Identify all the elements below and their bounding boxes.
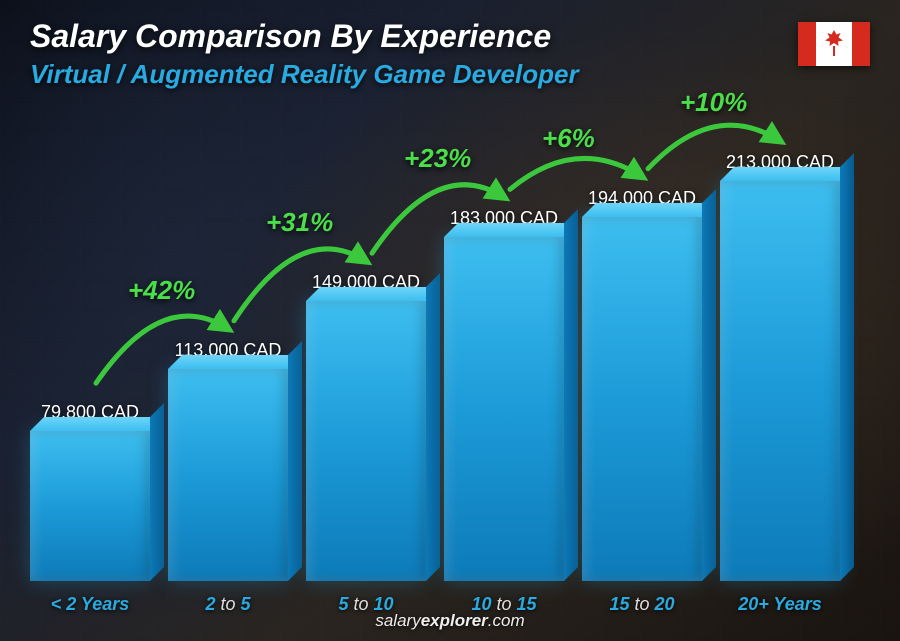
bar-column: 183,000 CAD10 to 15 xyxy=(444,208,564,581)
bar xyxy=(306,301,426,581)
increase-pct-label: +6% xyxy=(542,123,595,154)
increase-pct-label: +23% xyxy=(404,143,471,174)
bar xyxy=(444,237,564,581)
canada-flag-icon xyxy=(798,22,870,66)
bar xyxy=(582,217,702,581)
page-title: Salary Comparison By Experience xyxy=(30,18,870,55)
salary-chart: 79,800 CAD< 2 Years113,000 CAD2 to 5149,… xyxy=(30,110,840,581)
bar xyxy=(168,369,288,581)
bar-column: 79,800 CAD< 2 Years xyxy=(30,402,150,581)
footer-text-post: .com xyxy=(488,611,525,630)
bar xyxy=(30,431,150,581)
increase-pct-label: +42% xyxy=(128,275,195,306)
footer-attribution: salaryexplorer.com xyxy=(0,611,900,631)
footer-text-pre: salary xyxy=(375,611,420,630)
page-subtitle: Virtual / Augmented Reality Game Develop… xyxy=(30,59,870,90)
footer-text-bold: explorer xyxy=(421,611,488,630)
bar xyxy=(720,181,840,581)
bar-column: 194,000 CAD15 to 20 xyxy=(582,188,702,581)
increase-pct-label: +31% xyxy=(266,207,333,238)
bar-column: 149,000 CAD5 to 10 xyxy=(306,272,426,581)
header: Salary Comparison By Experience Virtual … xyxy=(30,18,870,90)
bar-column: 113,000 CAD2 to 5 xyxy=(168,340,288,581)
bar-column: 213,000 CAD20+ Years xyxy=(720,152,840,581)
increase-pct-label: +10% xyxy=(680,87,747,118)
